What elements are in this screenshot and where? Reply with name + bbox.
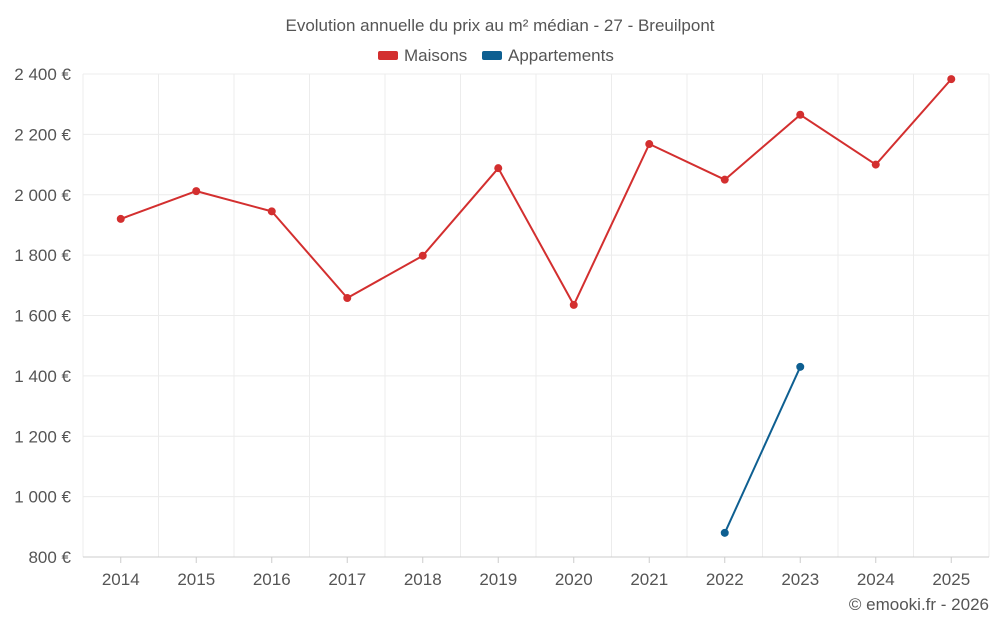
- legend-swatch-appartements: [482, 51, 502, 60]
- data-point-maisons-2024: [871, 160, 880, 169]
- legend-item-appartements[interactable]: Appartements: [482, 46, 614, 65]
- data-point-appartements-2023: [796, 362, 805, 371]
- legend-label-maisons: Maisons: [404, 46, 467, 65]
- credit-text: © emooki.fr - 2026: [849, 595, 989, 614]
- data-point-maisons-2022: [720, 175, 729, 184]
- x-tick-label-2023: 2023: [781, 570, 819, 589]
- series-line-maisons: [120, 78, 953, 306]
- y-tick-label-800: 800 €: [28, 548, 71, 567]
- legend-item-maisons[interactable]: Maisons: [378, 46, 467, 65]
- data-point-maisons-2021: [645, 140, 654, 149]
- legend-swatch-maisons: [378, 51, 398, 60]
- legend: Maisons Appartements: [378, 46, 614, 65]
- y-axis: 800 € 1 000 € 1 200 € 1 400 € 1 600 € 1 800 €…: [14, 65, 71, 567]
- data-point-maisons-2015: [192, 187, 201, 196]
- data-point-maisons-2020: [569, 300, 578, 309]
- y-tick-label-1800: 1 800 €: [14, 246, 71, 265]
- legend-label-appartements: Appartements: [508, 46, 614, 65]
- x-tick-label-2020: 2020: [555, 570, 593, 589]
- data-point-maisons-2016: [267, 207, 276, 216]
- x-tick-label-2014: 2014: [102, 570, 140, 589]
- y-tick-label-1000: 1 000 €: [14, 488, 71, 507]
- data-point-maisons-2019: [494, 164, 503, 173]
- y-tick-label-2200: 2 200 €: [14, 125, 71, 144]
- x-tick-label-2021: 2021: [630, 570, 668, 589]
- y-tick-label-2400: 2 400 €: [14, 65, 71, 84]
- x-tick-label-2018: 2018: [404, 570, 442, 589]
- data-point-maisons-2014: [116, 214, 125, 223]
- series-line-appartements: [723, 366, 802, 534]
- x-tick-label-2016: 2016: [253, 570, 291, 589]
- chart-title: Evolution annuelle du prix au m² médian …: [285, 16, 714, 35]
- data-point-maisons-2023: [796, 110, 805, 119]
- x-tick-label-2017: 2017: [328, 570, 366, 589]
- x-tick-label-2019: 2019: [479, 570, 517, 589]
- y-tick-label-2000: 2 000 €: [14, 186, 71, 205]
- x-axis: 2014 2015 2016 2017 2018 2019 2020 2021 2022 2023…: [83, 556, 989, 589]
- series: [116, 75, 956, 537]
- x-tick-label-2024: 2024: [857, 570, 895, 589]
- grid: [82, 73, 990, 557]
- data-point-maisons-2018: [418, 251, 427, 260]
- data-point-appartements-2022: [720, 528, 729, 537]
- y-tick-label-1200: 1 200 €: [14, 427, 71, 446]
- x-tick-label-2025: 2025: [932, 570, 970, 589]
- x-tick-label-2022: 2022: [706, 570, 744, 589]
- x-tick-label-2015: 2015: [177, 570, 215, 589]
- data-point-maisons-2025: [947, 75, 956, 84]
- data-point-maisons-2017: [343, 293, 352, 302]
- y-tick-label-1600: 1 600 €: [14, 307, 71, 326]
- y-tick-label-1400: 1 400 €: [14, 367, 71, 386]
